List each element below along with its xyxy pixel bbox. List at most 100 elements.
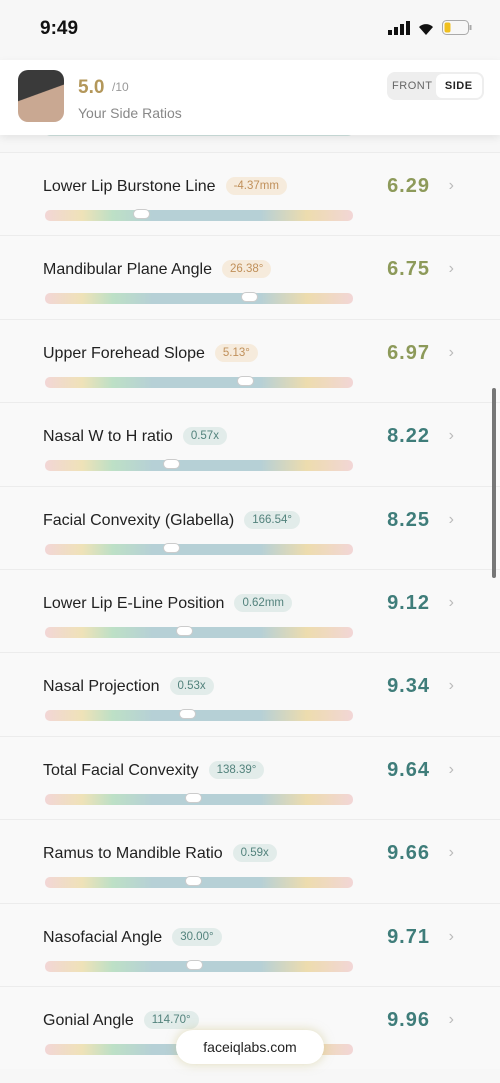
chevron[interactable]: ›	[448, 927, 454, 945]
subtitle: Your Side Ratios	[78, 105, 182, 121]
range-bar	[45, 459, 353, 472]
ratio-name: Mandibular Plane Angle 26.38°	[43, 260, 272, 279]
ratio-name: Lower Lip E-Line Position 0.62mm	[43, 593, 292, 613]
range-knob	[185, 792, 202, 803]
range-knob	[185, 876, 202, 887]
range-knob	[163, 542, 180, 553]
ratio-label: Upper Forehead Slope	[43, 344, 205, 362]
chevron[interactable]: ›	[448, 260, 454, 278]
ratio-name: Nasofacial Angle 30.00°	[43, 927, 222, 947]
measure-pill: 166.54°	[244, 510, 300, 529]
ratio-label: Mandibular Plane Angle	[43, 261, 213, 279]
battery-icon	[442, 20, 472, 35]
ratio-label: Total Facial Convexity	[43, 761, 199, 779]
ratio-row[interactable]: Nasofacial Angle 30.00° 9.71 ›	[0, 902, 500, 986]
ratio-label: Lower Lip E-Line Position	[43, 594, 225, 612]
ratio-score: 6.75	[387, 258, 430, 281]
ratio-name: Nasal W to H ratio 0.57x	[43, 427, 227, 446]
ratio-score: 9.12	[387, 591, 430, 614]
ratio-row[interactable]: Lower Lip Burstone Line -4.37mm 6.29 ›	[0, 152, 500, 236]
ratio-label: Gonial Angle	[43, 1011, 134, 1029]
front-tab[interactable]: FRONT	[392, 80, 433, 92]
ratio-score: 8.22	[387, 425, 430, 448]
status-bar: 9:49	[0, 0, 500, 60]
range-bar	[45, 542, 353, 555]
avatar[interactable]	[18, 70, 64, 122]
range-knob	[133, 209, 150, 219]
ratio-name: Gonial Angle 114.70°	[43, 1010, 199, 1030]
scrollbar	[492, 388, 496, 578]
range-knob	[176, 625, 193, 636]
status-icons	[388, 20, 472, 35]
wifi-icon	[419, 23, 433, 35]
chevron[interactable]: ›	[448, 177, 454, 194]
ratio-name: Nasal Projection 0.53x	[43, 677, 214, 696]
header: 5.0 /10 Your Side Ratios FRONT SIDE	[0, 60, 500, 135]
ratio-row[interactable]: Upper Forehead Slope 5.13° 6.97 ›	[0, 318, 500, 403]
ratio-score: 8.25	[387, 508, 430, 531]
signal-icon	[388, 20, 410, 35]
ratio-row[interactable]: Total Facial Convexity 138.39° 9.64 ›	[0, 735, 500, 820]
measure-pill: -4.37mm	[225, 177, 287, 195]
overall-score: 5.0	[78, 77, 105, 98]
ratio-row[interactable]: Ramus to Mandible Ratio 0.59x 9.66 ›	[0, 819, 500, 903]
ratio-name: Total Facial Convexity 138.39°	[43, 760, 265, 780]
range-knob	[237, 375, 254, 386]
ratio-score: 6.29	[387, 175, 430, 197]
ratio-score: 9.96	[387, 1008, 430, 1031]
chevron[interactable]: ›	[448, 844, 454, 862]
clock: 9:49	[40, 18, 79, 39]
ratio-label: Nasal Projection	[43, 678, 160, 696]
measure-pill: 138.39°	[208, 760, 265, 779]
range-knob	[163, 459, 180, 470]
chevron[interactable]: ›	[448, 510, 454, 528]
ratio-row[interactable]: Nasal W to H ratio 0.57x 8.22 ›	[0, 402, 500, 486]
ratio-score: 9.66	[387, 842, 430, 865]
score-max: /10	[112, 80, 129, 94]
site-badge[interactable]: faceiqlabs.com	[176, 1030, 324, 1064]
chevron[interactable]: ›	[448, 677, 454, 695]
range-knob	[179, 709, 196, 720]
chevron[interactable]: ›	[448, 427, 454, 445]
range-knob	[186, 959, 203, 970]
ratio-score: 6.97	[387, 341, 430, 364]
ratio-label: Lower Lip Burstone Line	[43, 178, 216, 195]
ratio-name: Upper Forehead Slope 5.13°	[43, 343, 258, 363]
ratio-label: Ramus to Mandible Ratio	[43, 845, 223, 863]
ratio-name: Ramus to Mandible Ratio 0.59x	[43, 844, 277, 863]
side-tab[interactable]: SIDE	[435, 74, 482, 98]
ratio-row[interactable]: Lower Lip E-Line Position 0.62mm 9.12 ›	[0, 568, 500, 653]
chevron[interactable]: ›	[448, 593, 454, 611]
ratio-score: 9.64	[387, 758, 430, 781]
ratio-score: 9.34	[387, 675, 430, 698]
ratio-row[interactable]: Mandibular Plane Angle 26.38° 6.75 ›	[0, 235, 500, 319]
measure-pill: 30.00°	[172, 927, 222, 946]
view-tabs: FRONT SIDE	[387, 72, 484, 100]
range-bar	[45, 876, 353, 889]
measure-pill: 0.59x	[232, 844, 277, 863]
measure-pill: 0.53x	[169, 677, 214, 696]
ratio-label: Nasofacial Angle	[43, 928, 163, 946]
range-bar	[45, 792, 353, 805]
range-knob	[241, 292, 258, 303]
ratio-score: 9.71	[387, 925, 430, 948]
range-bar	[45, 625, 353, 638]
measure-pill: 0.62mm	[234, 593, 292, 612]
ratio-label: Nasal W to H ratio	[43, 428, 173, 446]
measure-pill: 26.38°	[222, 260, 272, 279]
measure-pill: 114.70°	[143, 1010, 199, 1029]
chevron[interactable]: ›	[448, 760, 454, 778]
measure-pill: 0.57x	[182, 427, 227, 446]
ratio-label: Facial Convexity (Glabella)	[43, 511, 235, 529]
range-bar	[45, 209, 353, 221]
ratio-row[interactable]: Nasal Projection 0.53x 9.34 ›	[0, 652, 500, 736]
chevron[interactable]: ›	[448, 1010, 454, 1028]
ratio-row[interactable]: Facial Convexity (Glabella) 166.54° 8.25 ›	[0, 485, 500, 569]
ratio-list: Lower Lip Burstone Line -4.37mm 6.29 › Mandi…	[0, 152, 500, 1070]
chevron[interactable]: ›	[448, 343, 454, 361]
ratio-name: Facial Convexity (Glabella) 166.54°	[43, 510, 300, 530]
range-bar	[45, 709, 353, 722]
range-bar	[45, 292, 353, 305]
ratio-name: Lower Lip Burstone Line -4.37mm	[43, 177, 287, 196]
